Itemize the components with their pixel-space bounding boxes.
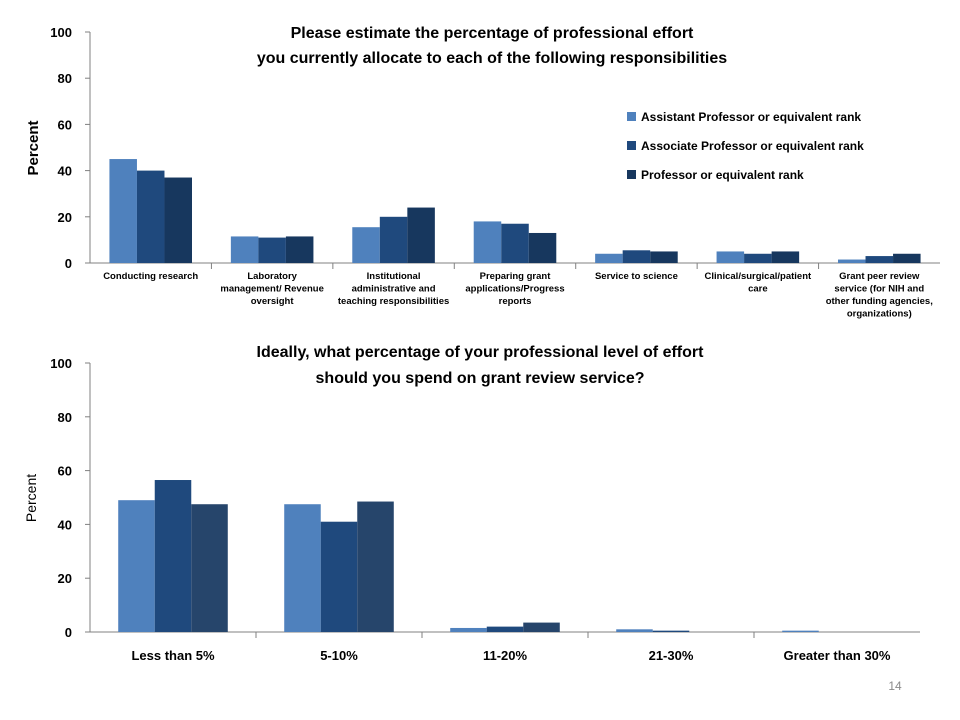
c1-bar-s2-c5 xyxy=(622,250,651,263)
c1-category-label: Laboratory management/ Revenue oversight xyxy=(220,271,323,307)
c1-bar-s1-c4 xyxy=(473,221,502,263)
c2-category-label: 11-20% xyxy=(483,648,528,663)
c1-category-label-line: Service to science xyxy=(595,271,678,282)
c1-category-label-line: Conducting research xyxy=(103,271,198,282)
c2-category-label: 5-10% xyxy=(320,648,358,663)
chart2-y-axis-label: Percent xyxy=(23,474,39,522)
c1-y-tick-label: 100 xyxy=(50,25,72,40)
legend-swatch-1 xyxy=(627,112,636,121)
c1-category-label: Service to science xyxy=(595,271,678,282)
c2-y-tick-label: 100 xyxy=(50,356,72,371)
c1-bar-s2-c7 xyxy=(865,256,894,263)
chart2-title-line1: Ideally, what percentage of your profess… xyxy=(257,344,705,361)
c1-category-label-line: management/ Revenue xyxy=(220,284,323,295)
c1-bar-s3-c7 xyxy=(893,253,921,263)
c1-category-label-line: administrative and xyxy=(352,284,436,295)
c1-category-label: Clinical/surgical/patient care xyxy=(705,271,812,295)
chart-ideal-review-effort: Ideally, what percentage of your profess… xyxy=(23,344,920,663)
c1-category-label-line: Institutional xyxy=(367,271,421,282)
c2-category-label: Greater than 30% xyxy=(784,648,891,663)
chart1-y-axis-label: Percent xyxy=(25,120,42,175)
c2-bar-s2-c4 xyxy=(652,630,690,632)
chart1-title-line2: you currently allocate to each of the fo… xyxy=(257,50,727,67)
c2-bar-s3-c1 xyxy=(191,504,228,632)
c2-y-tick-label: 0 xyxy=(65,625,72,640)
c2-bar-s1-c4 xyxy=(616,629,653,632)
c1-y-tick-label: 20 xyxy=(58,210,72,225)
c1-category-label-line: oversight xyxy=(251,296,295,307)
chart-effort-allocation: Please estimate the percentage of profes… xyxy=(25,25,940,320)
c2-bar-s3-c2 xyxy=(357,501,394,632)
c1-category-label-line: Laboratory xyxy=(247,271,297,282)
c1-bar-s2-c3 xyxy=(379,216,408,263)
c1-y-tick-label: 40 xyxy=(58,164,72,179)
c1-bar-s3-c4 xyxy=(528,232,557,263)
c1-category-label-line: service (for NIH and xyxy=(834,284,924,295)
c1-bar-s2-c1 xyxy=(136,170,165,263)
c1-bar-s3-c3 xyxy=(407,207,435,263)
c2-bar-s1-c3 xyxy=(450,627,487,632)
c1-category-label: Institutional administrative and teaching … xyxy=(338,271,449,307)
c1-category-label-line: reports xyxy=(499,296,532,307)
c1-category-label-line: other funding agencies, xyxy=(826,296,933,307)
c1-bar-s3-c6 xyxy=(771,251,800,263)
c1-category-label-line: teaching responsibilities xyxy=(338,296,449,307)
c1-bar-s3-c2 xyxy=(285,236,314,263)
page-number: 14 xyxy=(888,679,902,693)
c2-y-tick-label: 40 xyxy=(58,517,72,532)
c1-bar-s2-c4 xyxy=(501,223,529,263)
c1-category-label-line: Clinical/surgical/patient xyxy=(705,271,812,282)
legend-swatch-2 xyxy=(627,141,636,150)
c1-y-tick-label: 80 xyxy=(58,71,72,86)
c1-bar-s1-c3 xyxy=(352,227,380,263)
c1-bar-s2-c6 xyxy=(744,253,772,263)
c1-category-label: Preparing grant applications/Progress repo… xyxy=(465,271,564,307)
c1-bar-s3-c5 xyxy=(650,251,678,263)
legend-label-3: Professor or equivalent rank xyxy=(641,168,804,182)
c1-y-tick-label: 0 xyxy=(65,256,72,271)
c1-category-label-line: Preparing grant xyxy=(480,271,552,282)
c2-bar-s1-c1 xyxy=(118,500,155,632)
c2-category-label: Less than 5% xyxy=(131,648,215,663)
c1-bar-s1-c7 xyxy=(838,259,866,263)
c1-category-label-line: applications/Progress xyxy=(465,284,564,295)
legend-swatch-3 xyxy=(627,170,636,179)
c1-category-label: Conducting research xyxy=(103,271,198,282)
c2-bar-s2-c3 xyxy=(486,626,524,632)
c2-category-label: 21-30% xyxy=(649,648,694,663)
c1-category-label-line: care xyxy=(748,284,768,295)
c2-bar-s2-c2 xyxy=(320,521,358,632)
c2-y-tick-label: 80 xyxy=(58,410,72,425)
c1-bar-s2-c2 xyxy=(258,237,286,263)
c2-bar-s3-c3 xyxy=(523,622,560,632)
c2-y-tick-label: 20 xyxy=(58,571,72,586)
c1-bar-s1-c2 xyxy=(230,236,259,263)
c1-bar-s3-c1 xyxy=(164,177,192,263)
legend-label-1: Assistant Professor or equivalent rank xyxy=(641,110,861,124)
c2-bar-s1-c2 xyxy=(284,504,321,632)
c1-category-label: Grant peer review service (for NIH and oth… xyxy=(826,271,933,320)
c1-bar-s1-c1 xyxy=(109,159,137,263)
chart2-title-line2: should you spend on grant review service… xyxy=(316,370,645,387)
c1-category-label-line: Grant peer review xyxy=(839,271,920,282)
legend-label-2: Associate Professor or equivalent rank xyxy=(641,139,864,153)
c1-bar-s1-c6 xyxy=(716,251,745,263)
c1-y-tick-label: 60 xyxy=(58,117,72,132)
c2-y-tick-label: 60 xyxy=(58,464,72,479)
chart1-title-line1: Please estimate the percentage of profes… xyxy=(291,25,694,42)
c1-category-label-line: organizations) xyxy=(847,309,912,320)
c1-bar-s1-c5 xyxy=(595,253,623,263)
c2-bar-s1-c5 xyxy=(782,630,819,632)
c2-bar-s2-c1 xyxy=(154,480,192,632)
